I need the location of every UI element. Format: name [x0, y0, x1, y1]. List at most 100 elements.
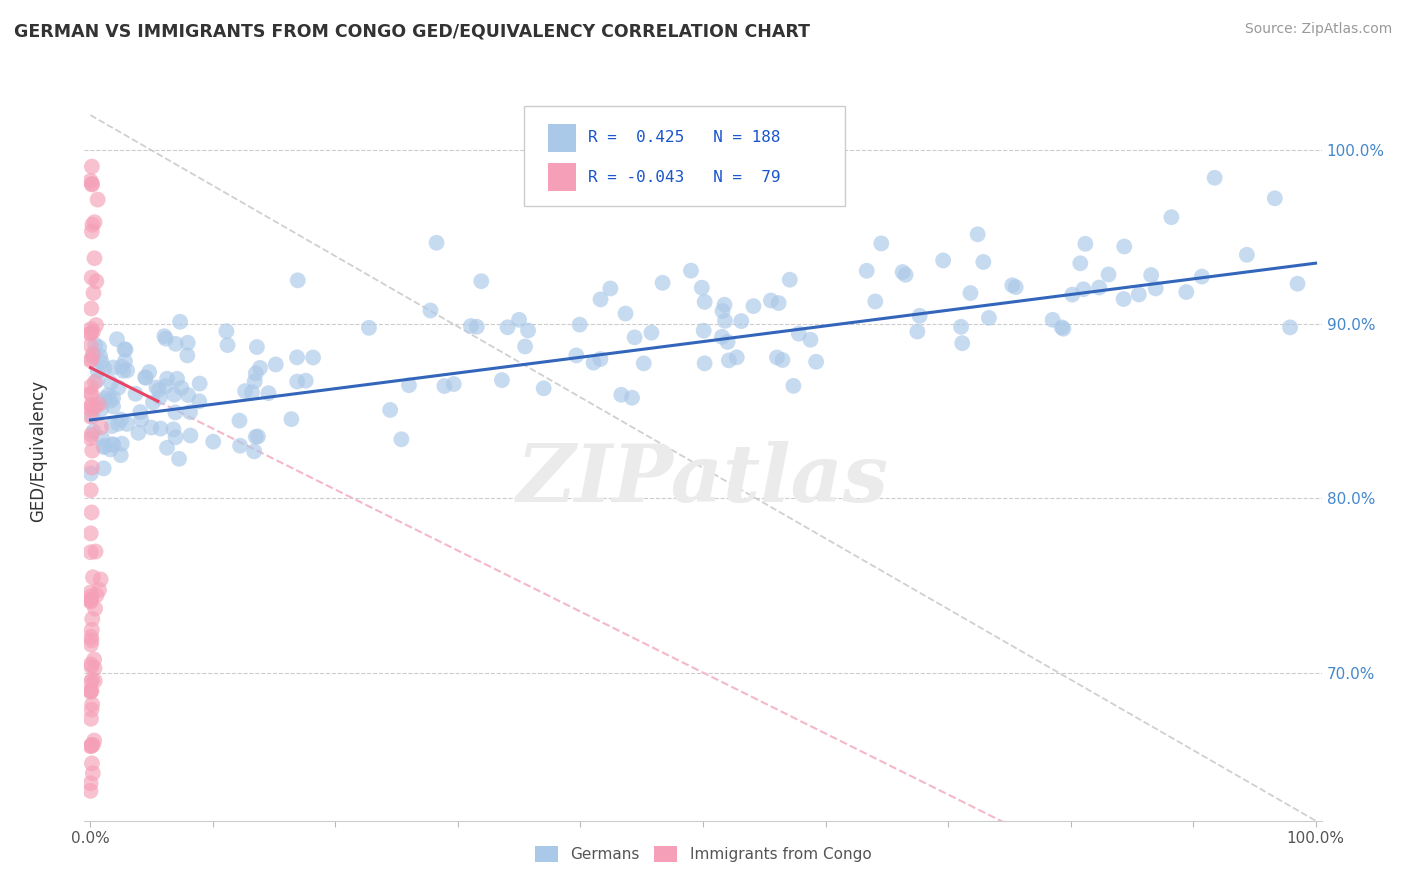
Point — [80, 399, 103, 413]
Point — [80, 160, 103, 174]
Point — [1073, 282, 1095, 296]
Point — [110, 448, 132, 462]
Point — [79, 409, 101, 424]
Point — [690, 281, 713, 295]
Point — [83, 661, 105, 675]
Point — [149, 390, 172, 404]
Point — [83, 251, 105, 265]
Point — [640, 326, 662, 340]
Point — [166, 372, 188, 386]
Point — [80, 684, 103, 698]
Point — [713, 298, 735, 312]
Point — [1042, 313, 1064, 327]
Point — [977, 310, 1000, 325]
Point — [100, 376, 122, 390]
Point — [1204, 170, 1226, 185]
Point — [93, 361, 115, 376]
Point — [84, 601, 107, 615]
Point — [127, 425, 149, 440]
Point — [1074, 236, 1097, 251]
Point — [717, 353, 740, 368]
Point — [80, 633, 103, 648]
Point — [90, 420, 112, 434]
Point — [491, 373, 513, 387]
Point — [90, 402, 112, 417]
Point — [1004, 280, 1026, 294]
Point — [285, 351, 308, 365]
Point — [228, 414, 250, 428]
Point — [1191, 269, 1213, 284]
Point — [98, 442, 121, 457]
Point — [80, 352, 103, 367]
Point — [79, 595, 101, 609]
Point — [82, 218, 104, 232]
Point — [517, 323, 540, 337]
Point — [589, 352, 612, 367]
Point — [83, 652, 105, 666]
Point — [80, 756, 103, 771]
Point — [79, 174, 101, 188]
Point — [1144, 281, 1167, 295]
Point — [79, 685, 101, 699]
Point — [80, 630, 103, 644]
Point — [79, 776, 101, 790]
Point — [1140, 268, 1163, 282]
Point — [165, 405, 187, 419]
Point — [145, 380, 167, 394]
Point — [79, 585, 101, 599]
Point — [80, 506, 103, 520]
Point — [90, 354, 112, 368]
Point — [179, 405, 201, 419]
Point — [93, 439, 115, 453]
Point — [165, 336, 187, 351]
Point — [80, 177, 103, 191]
Point — [163, 387, 186, 401]
Point — [711, 330, 734, 344]
Point — [82, 425, 104, 439]
Point — [141, 420, 163, 434]
Point — [80, 379, 103, 393]
Point — [107, 417, 129, 431]
Point — [112, 364, 135, 378]
Point — [84, 544, 107, 558]
Point — [202, 434, 225, 449]
Point — [1279, 320, 1302, 334]
Point — [264, 358, 287, 372]
Point — [94, 392, 117, 406]
Point — [908, 309, 931, 323]
Point — [302, 351, 325, 365]
Point — [599, 281, 621, 295]
Point — [1160, 210, 1182, 224]
Point — [91, 432, 114, 446]
Point — [692, 324, 714, 338]
Point — [568, 318, 591, 332]
Point — [419, 303, 441, 318]
Point — [679, 263, 702, 277]
Point — [972, 255, 994, 269]
Point — [79, 739, 101, 754]
Point — [589, 293, 612, 307]
Point — [804, 355, 827, 369]
Point — [80, 483, 103, 498]
Point — [1088, 280, 1111, 294]
Point — [155, 379, 177, 393]
FancyBboxPatch shape — [523, 106, 845, 206]
Point — [82, 443, 104, 458]
Point — [107, 381, 129, 395]
Point — [621, 391, 644, 405]
Point — [766, 351, 789, 365]
Point — [156, 372, 179, 386]
Point — [80, 398, 103, 412]
Point — [188, 394, 211, 409]
Point — [80, 526, 103, 541]
Point — [162, 422, 184, 436]
Point — [1175, 285, 1198, 299]
Point — [80, 387, 103, 401]
Point — [165, 430, 187, 444]
Point — [83, 215, 105, 229]
FancyBboxPatch shape — [548, 124, 575, 152]
Point — [285, 375, 308, 389]
Point — [932, 253, 955, 268]
Point — [129, 412, 152, 426]
Point — [633, 356, 655, 370]
